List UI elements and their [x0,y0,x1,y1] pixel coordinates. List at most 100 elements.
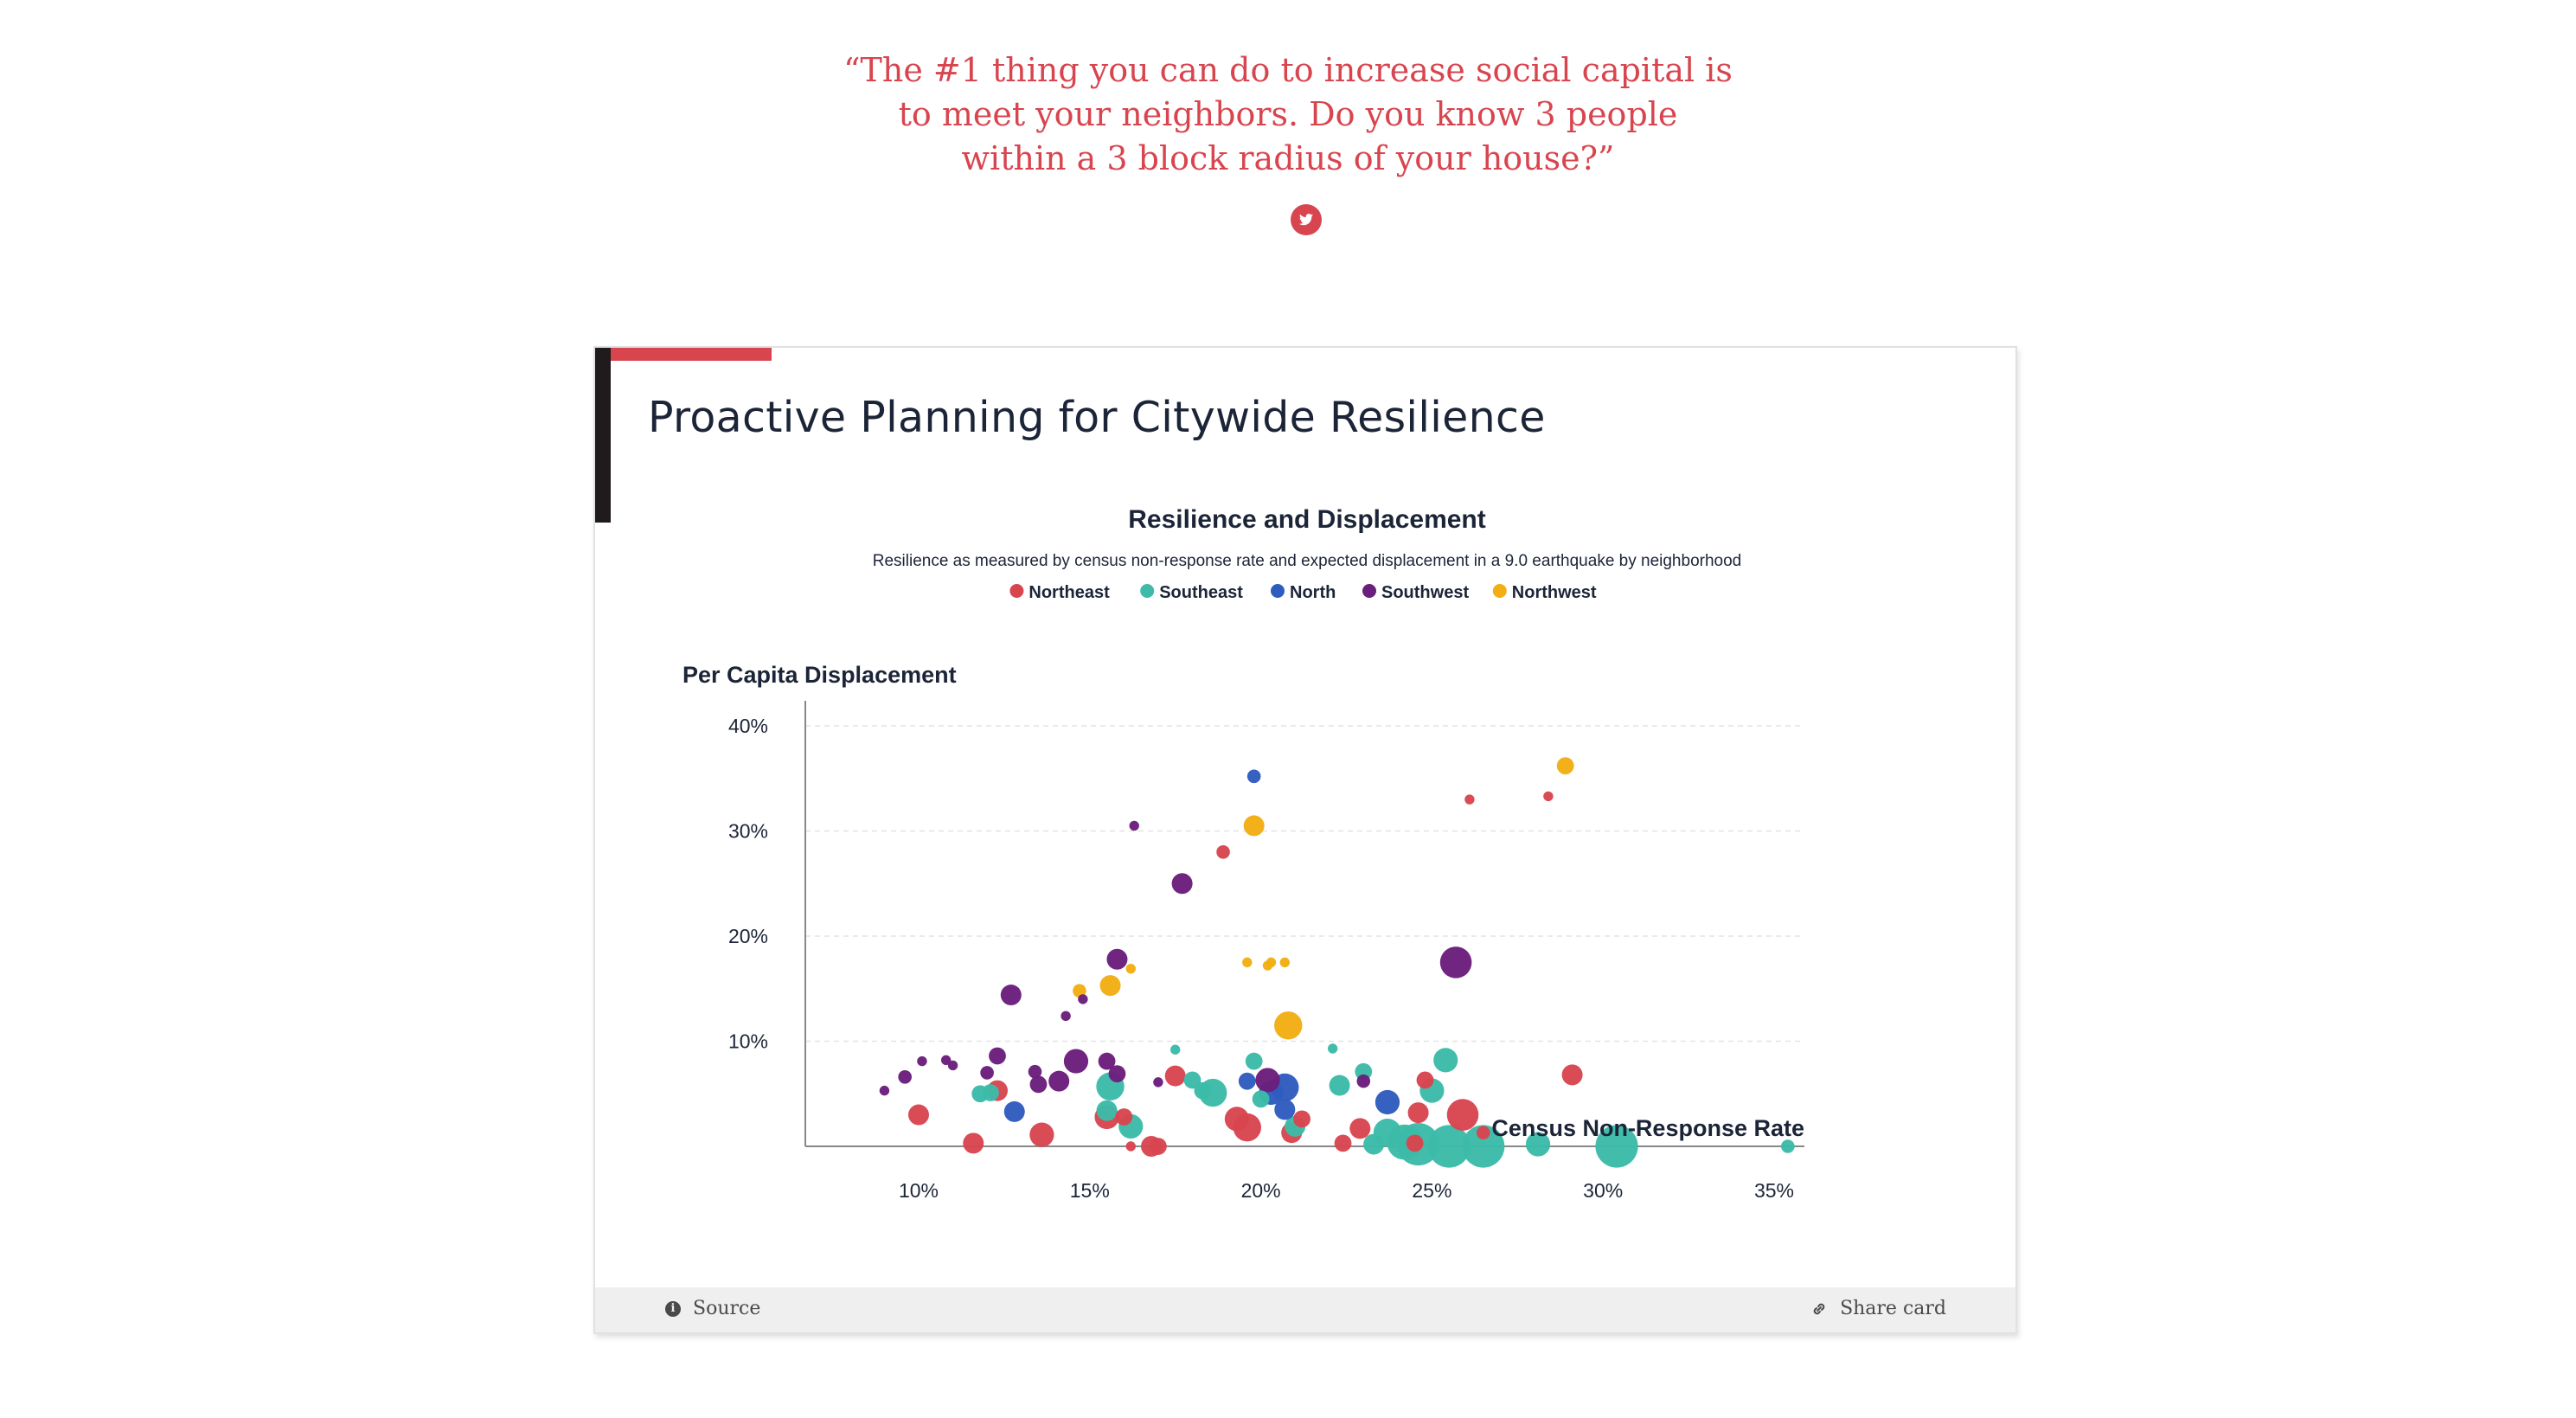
data-point-southwest [917,1055,927,1067]
data-point-northwest [1099,975,1121,997]
data-point-southeast [1595,1125,1638,1168]
data-point-northeast [1150,1138,1167,1155]
legend-label: Southwest [1381,583,1469,602]
legend-item-north: North [1271,583,1336,602]
data-point-southeast [1245,1052,1263,1070]
data-point-southwest [989,1047,1006,1065]
data-point-northeast [1164,1065,1186,1087]
data-point-northeast [1446,1099,1479,1131]
data-point-northeast [963,1132,984,1154]
chart-card: Proactive Planning for Citywide Resilien… [593,346,2017,1334]
data-point-southeast [1427,1125,1471,1168]
data-point-northeast [1224,1107,1250,1132]
data-point-southeast [982,1084,999,1101]
data-point-northeast [908,1104,929,1126]
y-tick-label: 40% [728,715,768,737]
link-icon [1813,1303,1825,1314]
data-point-southwest [1028,1064,1042,1079]
data-point-southwest [980,1066,994,1080]
y-tick-label: 20% [728,925,768,947]
data-point-southwest [1439,946,1472,978]
data-point-southeast [1462,1125,1505,1168]
chart-subtitle: Resilience as measured by census non-res… [873,552,1741,570]
data-point-southeast [1525,1132,1551,1157]
data-point-southwest [1061,1011,1071,1022]
data-point-southwest [1356,1074,1371,1088]
data-point-north [1274,1099,1296,1120]
x-axis-label: Census Non-Response Rate [1491,1115,1804,1141]
data-point-northeast [1115,1108,1133,1126]
legend-swatch [1271,584,1285,598]
data-point-southwest [898,1070,912,1084]
card-accent-left [595,348,611,523]
legend-label: Northwest [1512,583,1597,602]
gridlines [805,725,1804,1043]
x-axis-ticks: 10% 15% 20% 25% 30% 35% [899,1179,1794,1202]
data-point-southwest [947,1060,958,1071]
legend-swatch [1140,584,1155,598]
y-axis-ticks: 10% 20% 30% 40% [728,715,768,1053]
data-point-northeast [1407,1102,1429,1124]
data-point-southeast [1363,1133,1385,1155]
legend-swatch [1009,584,1024,598]
info-icon: i [665,1300,681,1317]
data-point-southwest [1078,994,1088,1004]
data-point-southwest [1029,1075,1048,1094]
x-tick-label: 25% [1412,1179,1451,1202]
share-card-button[interactable]: Share card [1810,1298,1946,1319]
x-tick-label: 35% [1754,1179,1794,1202]
data-point-northwest [1279,957,1290,968]
data-point-northeast [1543,791,1554,802]
y-tick-label: 10% [728,1030,768,1053]
card-footer: i Source Share card [595,1287,2015,1332]
data-point-southwest [1106,948,1128,970]
legend-label: North [1290,583,1336,602]
legend-label: Northeast [1028,583,1110,602]
data-point-southwest [1000,985,1022,1006]
data-point-north [1246,769,1261,784]
data-point-northeast [1349,1118,1371,1139]
chart-title: Resilience and Displacement [1128,505,1486,534]
legend-item-southwest: Southwest [1362,583,1469,602]
data-point-northeast [1293,1110,1310,1128]
legend-item-northwest: Northwest [1492,583,1597,602]
data-point-southeast [1252,1090,1270,1108]
legend-swatch [1492,584,1507,598]
twitter-bird-icon [1299,214,1313,226]
data-point-southwest [1108,1065,1126,1083]
data-point-southwest [1048,1070,1070,1092]
quote-line-2: to meet your neighbors. Do you know 3 pe… [898,95,1678,133]
legend-label: Southeast [1159,583,1243,602]
data-point-northwest [1242,957,1253,968]
data-point-southwest [1153,1077,1163,1088]
source-button[interactable]: i Source [665,1298,760,1319]
source-label: Source [693,1298,761,1319]
tweet-button[interactable] [1291,204,1322,235]
data-point-southwest [1171,873,1193,895]
data-point-southeast [1194,1081,1212,1100]
pull-quote: “The #1 thing you can do to increase soc… [682,48,1894,181]
data-point-southwest [1098,1052,1116,1070]
data-point-northwest [1243,815,1265,837]
x-tick-label: 15% [1070,1179,1110,1202]
data-point-northeast [1216,845,1230,859]
data-point-northeast [1416,1071,1434,1089]
data-point-northwest [1274,1011,1303,1040]
chart-legend: Northeast Southeast North Southwest Northwes… [1009,583,1597,602]
quote-line-1: “The #1 thing you can do to increase soc… [843,51,1733,89]
data-point-southeast [1170,1044,1181,1055]
data-point-north [1003,1100,1025,1122]
data-point-north [1375,1089,1400,1115]
data-point-southwest [879,1085,890,1096]
legend-swatch [1362,584,1376,598]
x-tick-label: 20% [1241,1179,1281,1202]
y-tick-label: 30% [728,820,768,843]
data-point-southeast [1433,1048,1458,1073]
data-point-southeast [1781,1139,1795,1153]
share-label: Share card [1840,1298,1946,1319]
quote-line-3: within a 3 block radius of your house?” [961,139,1615,177]
data-point-northeast [1406,1134,1424,1152]
legend-item-southeast: Southeast [1140,583,1243,602]
data-point-southwest [940,1055,952,1066]
data-point-southeast [1183,1071,1201,1089]
